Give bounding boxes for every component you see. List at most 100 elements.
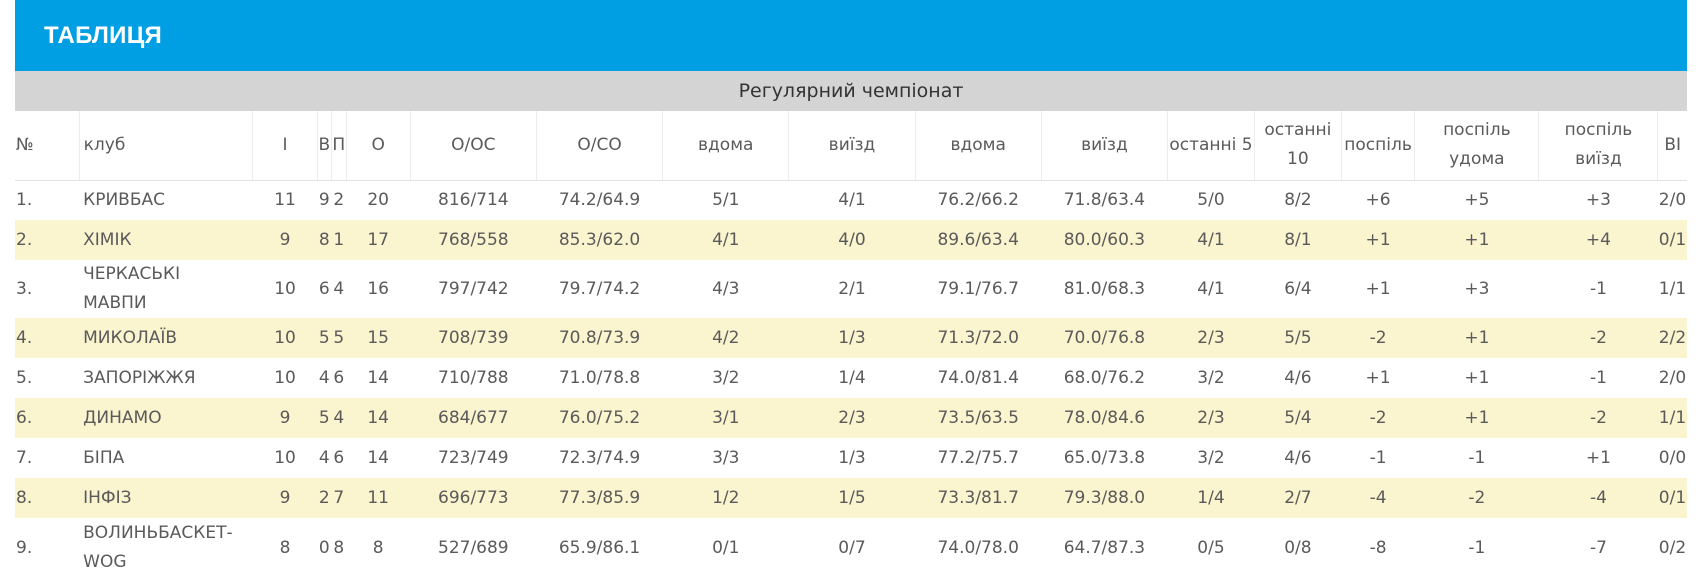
column-header[interactable]: виїзд	[1041, 111, 1169, 181]
last-5-cell: 4/1	[1197, 279, 1225, 299]
team-name-cell[interactable]: ВОЛИНЬБАСКЕТ-WOG	[79, 518, 253, 578]
streak-cell: +1	[1365, 368, 1391, 388]
table-row[interactable]: 8. ІНФІЗ 9 2 7 11 696/773 77.3/85.9 1/2 1/5 73.3/8…	[15, 478, 1687, 518]
team-name-cell[interactable]: ДИНАМО	[79, 398, 253, 438]
wins-cell: 6	[318, 279, 330, 299]
home-avg-points-cell: 71.3/72.0	[915, 318, 1042, 358]
column-header[interactable]: останні 10	[1254, 111, 1342, 181]
losses-cell: 5	[331, 318, 347, 358]
rank-cell: 7.	[16, 448, 33, 468]
games-played-cell: 9	[252, 220, 318, 260]
away-avg-points-cell: 64.7/87.3	[1063, 538, 1146, 558]
avg-points-for-against-cell: 76.0/75.2	[536, 398, 663, 438]
column-header[interactable]: П	[331, 111, 347, 181]
table-row[interactable]: 6. ДИНАМО 9 5 4 14 684/677 76.0/75.2 3/1 2/3 73.5/…	[15, 398, 1687, 438]
home-avg-points-cell: 73.3/81.7	[915, 478, 1042, 518]
column-header[interactable]: В	[317, 111, 333, 181]
team-name-cell[interactable]: ХІМІК	[79, 220, 253, 260]
column-header[interactable]: І	[252, 111, 318, 181]
last-5-cell: 2/3	[1167, 318, 1255, 358]
column-header[interactable]: ВІ	[1657, 111, 1687, 181]
away-streak-cell: -4	[1538, 478, 1658, 518]
streak-cell: -4	[1341, 478, 1415, 518]
home-streak-cell: -1	[1468, 538, 1486, 558]
head-to-head-cell: 0/1	[1657, 220, 1687, 260]
last-5-cell: 2/3	[1167, 398, 1255, 438]
home-record-cell: 3/2	[712, 368, 740, 388]
team-name-cell[interactable]: МИКОЛАЇВ	[79, 318, 253, 358]
away-record-cell: 2/1	[838, 279, 866, 299]
away-streak-cell: -1	[1589, 279, 1607, 299]
team-name-link[interactable]: ЗАПОРІЖЖЯ	[83, 367, 196, 388]
table-row[interactable]: 2. ХІМІК 9 8 1 17 768/558 85.3/62.0 4/1 4/0 89.6/6…	[15, 220, 1687, 260]
away-avg-points-cell: 70.0/76.8	[1041, 318, 1168, 358]
away-record-cell: 4/1	[838, 190, 866, 211]
home-streak-cell: +1	[1414, 220, 1539, 260]
column-header[interactable]: №	[15, 111, 80, 181]
column-header[interactable]: поспіль	[1341, 111, 1416, 181]
points-for-against-cell: 797/742	[438, 279, 509, 299]
column-header[interactable]: вдома	[662, 111, 790, 181]
away-avg-points-cell: 78.0/84.6	[1041, 398, 1168, 438]
home-streak-cell: +1	[1464, 368, 1490, 388]
away-streak-cell: -2	[1538, 398, 1658, 438]
table-row[interactable]: 4. МИКОЛАЇВ 10 5 5 15 708/739 70.8/73.9 4/2 1/3 71…	[15, 318, 1687, 358]
team-name-link[interactable]: БІПА	[83, 447, 125, 468]
avg-points-for-against-cell: 85.3/62.0	[536, 220, 663, 260]
home-avg-points-cell: 73.5/63.5	[915, 398, 1042, 438]
avg-points-for-against-cell: 70.8/73.9	[536, 318, 663, 358]
table-row[interactable]: 7. БІПА 10 4 6 14 723/749 72.3/74.9 3/3 1/3 77.2/7…	[15, 438, 1687, 478]
last-5-cell: 3/2	[1197, 448, 1225, 468]
team-name-cell[interactable]: ЧЕРКАСЬКІ МАВПИ	[79, 260, 253, 318]
team-name-link[interactable]: КРИВБАС	[83, 189, 166, 210]
team-name-cell[interactable]: ЗАПОРІЖЖЯ	[79, 358, 253, 398]
away-record-cell: 1/3	[838, 448, 866, 468]
home-avg-points-cell: 77.2/75.7	[937, 448, 1019, 468]
away-streak-cell: +3	[1585, 190, 1611, 211]
away-avg-points-cell: 71.8/63.4	[1063, 190, 1146, 211]
last-10-cell: 5/5	[1254, 318, 1342, 358]
team-name-link[interactable]: МИКОЛАЇВ	[83, 327, 178, 348]
column-header[interactable]: виїзд	[788, 111, 916, 181]
home-record-cell: 4/3	[712, 279, 740, 299]
column-header[interactable]: поспіль удома	[1414, 111, 1540, 181]
column-header[interactable]: вдома	[915, 111, 1042, 181]
losses-cell: 6	[333, 368, 345, 388]
away-avg-points-cell: 80.0/60.3	[1041, 220, 1168, 260]
team-name-link[interactable]: ІНФІЗ	[83, 487, 132, 508]
away-record-cell: 1/4	[838, 368, 866, 388]
streak-cell: +6	[1365, 190, 1391, 211]
table-row[interactable]: 9. ВОЛИНЬБАСКЕТ-WOG 8 0 8 8 527/689 65.9/86.1 0/…	[15, 518, 1687, 578]
losses-cell: 2	[333, 190, 345, 211]
team-name-cell[interactable]: КРИВБАС	[79, 180, 253, 220]
points-for-against-cell: 696/773	[410, 478, 537, 518]
away-record-cell: 0/7	[838, 538, 866, 558]
rank-cell: 1.	[16, 190, 33, 211]
last-10-cell: 5/4	[1254, 398, 1342, 438]
team-name-cell[interactable]: ІНФІЗ	[79, 478, 253, 518]
team-name-link[interactable]: ЧЕРКАСЬКІ МАВПИ	[83, 264, 181, 313]
team-name-link[interactable]: ДИНАМО	[83, 407, 162, 428]
home-streak-cell: -1	[1468, 448, 1486, 468]
team-name-cell[interactable]: БІПА	[79, 438, 253, 478]
wins-cell: 9	[318, 190, 330, 211]
points-for-against-cell: 710/788	[438, 368, 509, 388]
column-header[interactable]: О	[346, 111, 411, 181]
team-name-link[interactable]: ХІМІК	[83, 229, 132, 250]
streak-cell: -2	[1341, 398, 1415, 438]
table-row[interactable]: 5. ЗАПОРІЖЖЯ 10 4 6 14 710/788 71.0/78.8 3/2 1/4 7…	[15, 358, 1687, 398]
column-header[interactable]: останні 5	[1167, 111, 1255, 181]
team-name-link[interactable]: ВОЛИНЬБАСКЕТ-WOG	[83, 523, 233, 572]
wins-cell: 5	[317, 318, 332, 358]
avg-points-for-against-cell: 65.9/86.1	[558, 538, 641, 558]
column-header[interactable]: клуб	[79, 111, 254, 181]
wins-cell: 0	[318, 538, 330, 558]
home-record-cell: 3/3	[712, 448, 740, 468]
table-row[interactable]: 1. КРИВБАС 11 9 2 20 816/714 74.2/64.9 5/1 4/1 76.…	[15, 180, 1687, 220]
home-record-cell: 4/1	[662, 220, 789, 260]
table-row[interactable]: 3. ЧЕРКАСЬКІ МАВПИ 10 6 4 16 797/742 79.7/74.2 4…	[15, 260, 1687, 318]
column-header[interactable]: О/СО	[536, 111, 664, 181]
column-header[interactable]: О/ОС	[410, 111, 537, 181]
streak-cell: +1	[1341, 220, 1415, 260]
column-header[interactable]: поспіль виїзд	[1538, 111, 1659, 181]
